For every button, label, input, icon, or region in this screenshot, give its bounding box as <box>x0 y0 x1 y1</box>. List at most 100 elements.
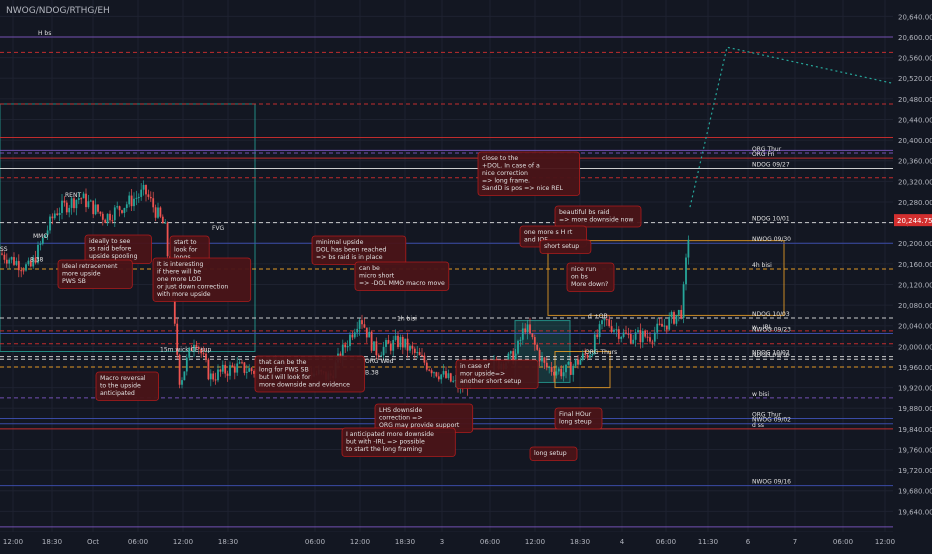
y-tick-label: 20,280.00 <box>898 199 932 207</box>
candle-body <box>236 363 239 373</box>
annotation-text: beautiful bs raid <box>559 209 610 216</box>
candle-body <box>560 368 563 377</box>
y-tick-label: 20,400.00 <box>898 137 932 145</box>
candle-body <box>205 353 207 360</box>
candle-body <box>423 355 426 363</box>
annotation-box <box>529 446 578 461</box>
candle-body <box>637 330 639 333</box>
annotation-text: nice correction <box>482 170 528 177</box>
y-tick-label: 19,840.00 <box>898 426 932 434</box>
candle-body <box>10 257 13 260</box>
candle-body <box>128 195 131 205</box>
candle-body <box>413 348 416 353</box>
candle-body <box>140 189 143 197</box>
candle-body <box>617 329 620 339</box>
candle-body <box>651 341 654 343</box>
annotation-text: => bs raid is in place <box>316 254 383 261</box>
annotation-text: that can be the <box>259 359 307 366</box>
candle-body <box>233 366 236 373</box>
candle-body <box>389 343 392 351</box>
y-tick-label: 20,080.00 <box>898 302 932 310</box>
annotation-text: SandD is pos => nice REL <box>482 185 563 192</box>
candle-body <box>109 213 111 221</box>
candle-body <box>231 365 234 367</box>
annotation-text: micro short <box>359 273 395 280</box>
candle-body <box>572 365 575 375</box>
candle-body <box>25 264 27 271</box>
y-tick-label: 20,120.00 <box>898 281 932 289</box>
candle-body <box>75 199 78 209</box>
candle-body <box>632 339 635 344</box>
chart-small-label: 8.38 <box>30 256 44 263</box>
candle-body <box>123 207 126 213</box>
candle-body <box>574 359 577 366</box>
x-tick-label: 06:00 <box>305 538 325 546</box>
candle-body <box>154 207 157 218</box>
annotation-text: on bs <box>571 274 588 281</box>
candle-body <box>202 353 205 355</box>
level-label: w - IRL <box>752 324 773 331</box>
level-label: NWOG 09/23 <box>752 326 791 333</box>
candle-body <box>104 219 107 223</box>
candle-body <box>209 373 212 380</box>
candle-body <box>553 371 555 376</box>
candle-body <box>373 341 375 351</box>
y-tick-label: 19,720.00 <box>898 467 932 475</box>
chart-small-label: d +OB <box>588 313 608 320</box>
candle-body <box>92 200 95 215</box>
candle-body <box>149 196 152 199</box>
chart-small-label: 15m wick CE sup <box>160 347 211 354</box>
chart-small-label: 1h bisi <box>397 316 417 323</box>
annotation-text: ss raid before <box>89 246 131 253</box>
candle-body <box>44 235 47 238</box>
y-tick-label: 19,640.00 <box>898 508 932 516</box>
candle-body <box>101 213 104 220</box>
candle-body <box>113 207 116 221</box>
candle-body <box>687 239 690 258</box>
annotation-box <box>477 151 580 196</box>
candle-body <box>392 340 395 351</box>
candle-body <box>627 333 630 335</box>
candle-body <box>543 357 546 363</box>
candle-body <box>46 230 49 236</box>
candle-body <box>125 204 128 208</box>
annotation-text: DOL has been reached <box>316 247 387 254</box>
annotation-text: LHS downside <box>379 407 423 414</box>
y-tick-label: 20,480.00 <box>898 96 932 104</box>
candle-body <box>164 222 167 224</box>
candle-body <box>111 220 114 222</box>
y-tick-label: 19,680.00 <box>898 488 932 496</box>
annotation-text: nice run <box>571 266 596 273</box>
candle-body <box>445 371 447 378</box>
candle-body <box>20 270 23 272</box>
y-tick-label: 20,160.00 <box>898 261 932 269</box>
candle-body <box>178 354 181 385</box>
candle-body <box>682 284 685 318</box>
candle-body <box>387 340 390 344</box>
y-tick-label: 19,920.00 <box>898 385 932 393</box>
candle-body <box>533 337 536 345</box>
candle-body <box>536 344 539 350</box>
chart-small-label: FVG <box>212 225 225 232</box>
candle-body <box>591 353 594 356</box>
y-tick-label: 20,000.00 <box>898 343 932 351</box>
annotation-text: anticipated <box>100 390 135 397</box>
candle-body <box>649 337 651 342</box>
x-tick-label: 18:30 <box>42 538 62 546</box>
annotation-text: long for PWS SB <box>259 367 309 374</box>
candle-body <box>658 323 661 325</box>
chart-small-label: ORG Thurs <box>585 349 617 356</box>
candle-body <box>593 334 596 354</box>
candle-body <box>99 211 102 214</box>
y-tick-label: 19,960.00 <box>898 364 932 372</box>
candle-body <box>97 204 99 212</box>
candle-body <box>245 371 248 373</box>
x-tick-label: 12:00 <box>3 538 23 546</box>
candle-body <box>382 346 385 356</box>
candle-body <box>380 355 383 357</box>
candle-body <box>13 257 15 265</box>
annotation-text: => long frame. <box>482 178 530 185</box>
candle-body <box>253 370 255 374</box>
